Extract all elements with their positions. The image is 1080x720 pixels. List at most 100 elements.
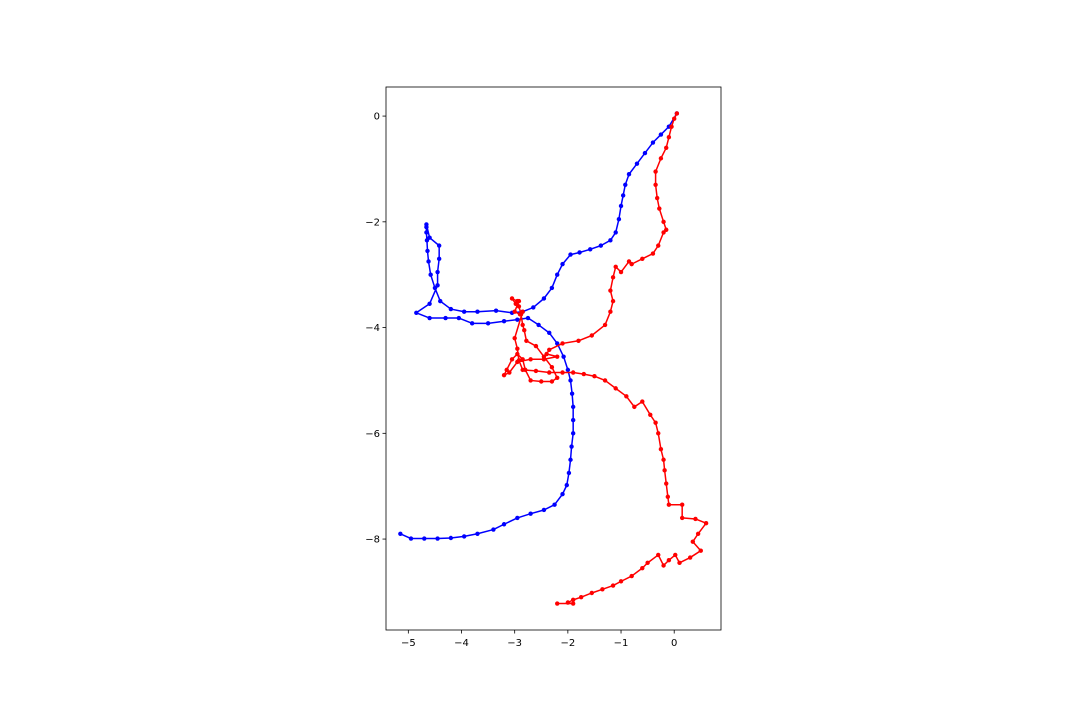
series-1-point-101 bbox=[610, 583, 616, 588]
series-1-point-90 bbox=[698, 548, 703, 553]
series-0-point-39 bbox=[436, 256, 442, 262]
x-tick-label: −2 bbox=[560, 638, 575, 649]
series-1-point-70 bbox=[602, 378, 608, 383]
series-1-point-99 bbox=[629, 573, 634, 579]
series-1-point-47 bbox=[533, 343, 539, 349]
series-1-point-66 bbox=[560, 370, 565, 375]
series-0-point-43 bbox=[414, 310, 419, 315]
series-1-point-78 bbox=[658, 446, 664, 452]
series-0-point-52 bbox=[536, 322, 541, 328]
series-1-point-8 bbox=[654, 195, 660, 201]
x-tick-label: −5 bbox=[401, 638, 416, 649]
series-1-point-17 bbox=[626, 259, 632, 264]
series-0-point-69 bbox=[528, 511, 533, 516]
series-1-point-57 bbox=[512, 309, 517, 314]
series-1-point-89 bbox=[690, 539, 696, 544]
series-1-point-19 bbox=[613, 264, 618, 269]
series-1-point-96 bbox=[656, 552, 661, 558]
y-tick-label: −2 bbox=[365, 217, 380, 228]
series-1-point-14 bbox=[650, 251, 656, 256]
series-0-point-36 bbox=[424, 222, 429, 227]
series-1-point-15 bbox=[640, 256, 645, 262]
series-0-point-3 bbox=[650, 140, 656, 145]
series-0-point-31 bbox=[426, 259, 431, 264]
series-0-point-50 bbox=[515, 317, 520, 322]
series-1-point-92 bbox=[677, 560, 682, 566]
series-1-point-108 bbox=[555, 601, 560, 606]
series-1-point-7 bbox=[653, 182, 658, 188]
series-1-point-46 bbox=[541, 354, 547, 359]
series-0-point-21 bbox=[531, 305, 536, 310]
series-1-point-79 bbox=[661, 457, 666, 462]
series-0-point-19 bbox=[549, 285, 555, 291]
series-1-point-86 bbox=[693, 516, 698, 522]
series-0-point-47 bbox=[469, 321, 475, 326]
series-1-point-59 bbox=[520, 309, 525, 314]
series-1-point-12 bbox=[661, 230, 666, 235]
series-1-point-65 bbox=[547, 370, 552, 375]
series-1-point-102 bbox=[600, 587, 605, 592]
series-0-point-24 bbox=[493, 308, 499, 313]
series-0-point-76 bbox=[435, 536, 440, 541]
series-0-point-6 bbox=[626, 172, 632, 177]
series-0-point-60 bbox=[570, 417, 576, 423]
series-1-point-35 bbox=[501, 372, 507, 378]
series-1-point-1 bbox=[672, 116, 677, 121]
series-1-point-98 bbox=[640, 565, 645, 571]
series-0-point-75 bbox=[448, 535, 454, 541]
series-1-point-72 bbox=[624, 394, 629, 399]
series-0-point-78 bbox=[408, 536, 414, 541]
series-1-point-104 bbox=[578, 595, 584, 600]
series-0-point-68 bbox=[541, 507, 547, 513]
series-1-point-107 bbox=[570, 601, 576, 606]
series-0-point-59 bbox=[570, 404, 576, 410]
y-tick-label: −6 bbox=[365, 429, 380, 440]
series-1-point-75 bbox=[648, 412, 653, 418]
series-0-point-64 bbox=[566, 470, 572, 476]
series-0-point-38 bbox=[436, 243, 442, 248]
series-1-point-105 bbox=[570, 597, 576, 603]
series-1-point-54 bbox=[509, 296, 515, 301]
series-0-point-63 bbox=[568, 457, 573, 462]
series-1-point-64 bbox=[533, 368, 539, 374]
series-1-point-84 bbox=[679, 502, 685, 507]
series-0-point-5 bbox=[634, 161, 640, 166]
x-tick-label: −1 bbox=[614, 638, 629, 649]
series-0-point-70 bbox=[515, 515, 520, 521]
series-1-point-18 bbox=[618, 269, 624, 275]
series-1-point-21 bbox=[608, 288, 613, 293]
series-1-point-62 bbox=[516, 358, 522, 363]
series-1-point-55 bbox=[513, 301, 518, 306]
series-1-point-20 bbox=[610, 275, 616, 280]
series-1-point-49 bbox=[522, 328, 527, 333]
series-0-point-58 bbox=[569, 391, 575, 396]
series-0-point-48 bbox=[485, 321, 491, 326]
series-1-point-95 bbox=[661, 563, 666, 568]
series-1-point-93 bbox=[673, 552, 678, 558]
series-1-point-103 bbox=[589, 590, 594, 596]
y-tick-label: −8 bbox=[365, 535, 380, 546]
series-1-point-81 bbox=[664, 481, 669, 486]
series-1-point-48 bbox=[524, 338, 529, 343]
series-0-point-16 bbox=[568, 252, 573, 257]
series-1-point-27 bbox=[560, 341, 565, 346]
series-1-point-77 bbox=[656, 431, 661, 436]
series-1-point-36 bbox=[504, 367, 509, 373]
series-0-point-32 bbox=[425, 248, 430, 254]
series-1-point-38 bbox=[515, 351, 520, 357]
series-1-point-26 bbox=[576, 338, 581, 343]
series-0-point-49 bbox=[501, 319, 507, 324]
series-0-point-46 bbox=[456, 315, 462, 321]
series-0-point-73 bbox=[475, 531, 480, 536]
series-1-point-44 bbox=[555, 375, 560, 380]
series-0-point-79 bbox=[398, 531, 403, 536]
series-0-point-30 bbox=[428, 272, 433, 277]
series-0-point-12 bbox=[608, 238, 613, 243]
series-1-point-88 bbox=[695, 531, 701, 536]
series-0-point-34 bbox=[424, 230, 429, 235]
series-0 bbox=[398, 111, 680, 541]
series-layer bbox=[398, 111, 709, 606]
series-1-point-50 bbox=[520, 322, 525, 328]
series-0-point-67 bbox=[552, 502, 557, 507]
series-0-point-14 bbox=[587, 247, 593, 252]
